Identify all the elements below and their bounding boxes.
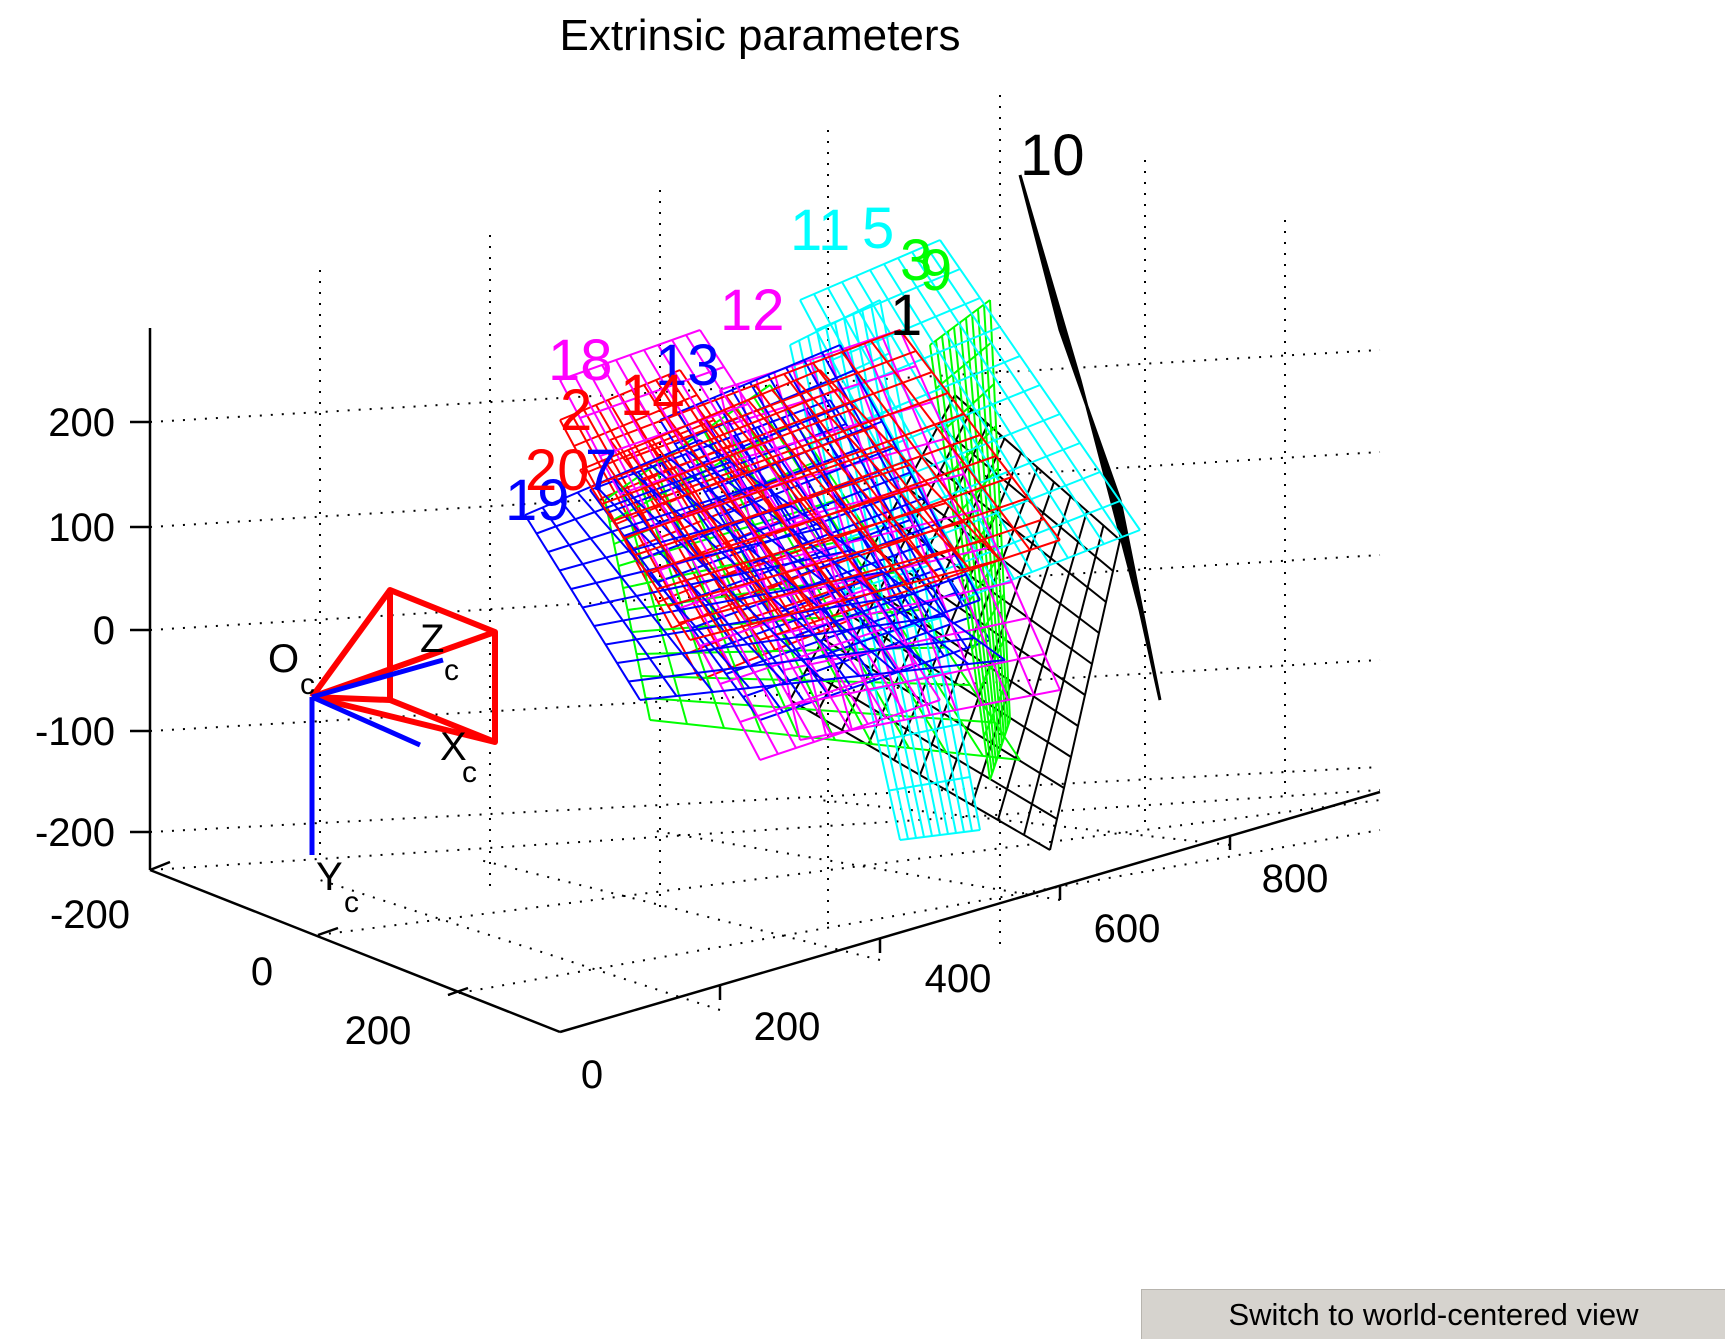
plane-label-18: 18 [548, 328, 613, 393]
plane-label-12: 12 [720, 278, 785, 343]
camera-frustum [309, 587, 498, 745]
y-tick-labels: 0 200 400 600 800 [581, 857, 1329, 1097]
y-tick-label: 200 [754, 1005, 821, 1049]
plane-label-7: 7 [585, 438, 617, 503]
origin-subscript: c [300, 668, 315, 701]
z-tick-label: 100 [48, 506, 115, 550]
plane-label-14: 14 [620, 363, 685, 428]
z-tick-label: 0 [93, 609, 115, 653]
z-axis-letter: Z [420, 617, 444, 661]
z-tick-label: -100 [35, 710, 115, 754]
y-tick-label: 600 [1094, 907, 1161, 951]
y-axis-letter: Y [316, 855, 343, 899]
plane-11-grid [799, 239, 1141, 601]
z-tick-labels: 200 100 0 -100 -200 [35, 401, 115, 855]
origin-label: O [268, 637, 299, 681]
plane-label-20: 20 [525, 438, 590, 503]
y-axis-subscript: c [344, 886, 359, 919]
plane-10-edge [1018, 174, 1162, 701]
x-axis-letter: X [440, 725, 467, 769]
z-axis-subscript: c [444, 654, 459, 687]
camera-axes [309, 657, 444, 855]
x-tick-label: -200 [50, 893, 130, 937]
camera-labels: O c X c Y c Z c [268, 617, 477, 919]
plane-label-9: 9 [920, 238, 952, 303]
plane-label-19: 19 [505, 468, 570, 533]
z-tick-label: 200 [48, 401, 115, 445]
plane-label-11: 11 [790, 198, 850, 263]
y-tick-label: 800 [1262, 857, 1329, 901]
plane-label-1: 1 [890, 283, 922, 348]
plane-10-grid [1018, 174, 1162, 701]
chart-title: Extrinsic parameters [559, 11, 960, 60]
plane-label-3: 3 [900, 228, 932, 293]
axes [130, 328, 1381, 1034]
x-tick-label: 200 [345, 1009, 412, 1053]
z-tick-label: -200 [35, 811, 115, 855]
x-tick-label: 0 [251, 950, 273, 994]
plane-20-grid [579, 369, 1001, 641]
plane-label-10: 10 [1020, 123, 1085, 188]
plane-label-13: 13 [655, 333, 720, 398]
x-tick-labels: -200 0 200 [50, 893, 411, 1053]
plane-label-5: 5 [862, 196, 894, 261]
calibration-planes [524, 174, 1162, 851]
x-axis-subscript: c [462, 756, 477, 789]
y-tick-label: 0 [581, 1053, 603, 1097]
switch-to-world-view-button[interactable]: Switch to world-centered view [1141, 1289, 1725, 1339]
y-tick-label: 400 [925, 957, 992, 1001]
plane-label-2: 2 [560, 378, 592, 443]
